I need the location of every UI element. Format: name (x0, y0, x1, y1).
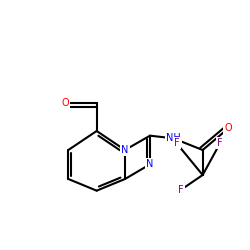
Text: F: F (217, 138, 223, 148)
Text: F: F (178, 185, 184, 195)
Text: NH: NH (166, 133, 181, 143)
Text: N: N (146, 159, 154, 169)
Text: O: O (224, 123, 232, 133)
Text: F: F (174, 138, 180, 148)
Text: N: N (121, 145, 129, 155)
Text: O: O (61, 98, 69, 108)
